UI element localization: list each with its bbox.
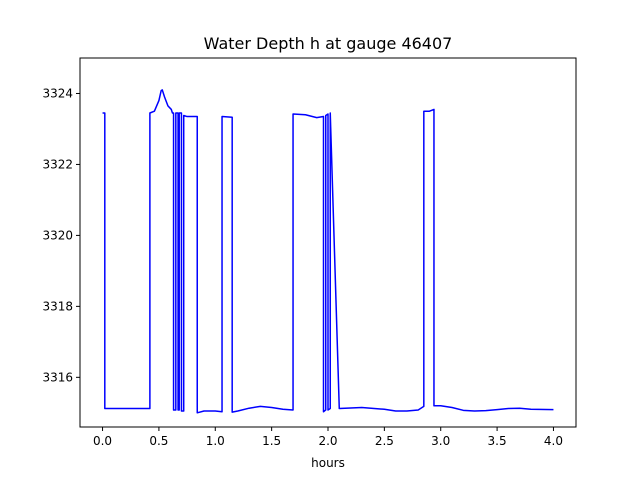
x-tick-label: 3.5	[488, 434, 507, 448]
x-tick-label: 1.0	[206, 434, 225, 448]
x-tick-label: 0.5	[149, 434, 168, 448]
y-tick-label: 3318	[42, 299, 73, 313]
x-axis: 0.0 0.5 1.0 1.5 2.0 2.5 3.0 3.5 4.0	[93, 427, 563, 448]
x-tick-label: 3.0	[431, 434, 450, 448]
x-tick-label: 2.0	[318, 434, 337, 448]
y-tick-label: 3324	[42, 86, 73, 100]
x-axis-label: hours	[311, 456, 345, 470]
series-line	[102, 89, 554, 414]
x-tick-label: 1.5	[262, 434, 281, 448]
y-tick-label: 3322	[42, 157, 73, 171]
x-tick-label: 0.0	[93, 434, 112, 448]
plot-area	[102, 89, 554, 414]
x-tick-label: 4.0	[544, 434, 563, 448]
y-tick-label: 3320	[42, 228, 73, 242]
y-tick-label: 3316	[42, 370, 73, 384]
chart-title: Water Depth h at gauge 46407	[204, 34, 453, 53]
x-tick-label: 2.5	[375, 434, 394, 448]
y-axis: 3316 3318 3320 3322 3324	[42, 86, 80, 384]
